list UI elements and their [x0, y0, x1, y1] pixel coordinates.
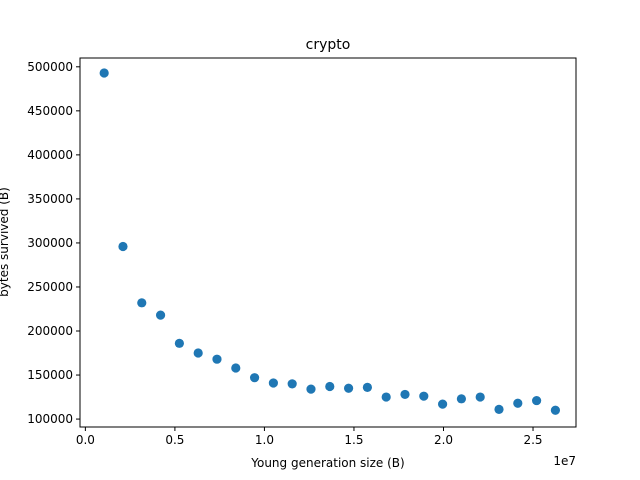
data-point [118, 241, 128, 252]
data-point [419, 391, 429, 401]
x-tick-label: 1.0 [255, 433, 274, 447]
data-point [99, 68, 109, 78]
x-offset-label: 1e7 [553, 454, 576, 468]
y-axis: 100000 150000 200000 250000 300000 350000 4000… [27, 60, 80, 426]
data-point [137, 298, 147, 308]
y-axis-label: bytes survived (B) [0, 187, 11, 297]
data-point [155, 310, 166, 320]
x-tick-label: 2.5 [523, 433, 542, 447]
y-tick-label: 150000 [27, 368, 73, 382]
x-tick-label: 1.5 [344, 433, 363, 447]
y-tick-label: 350000 [27, 192, 73, 206]
data-point [532, 395, 542, 406]
x-axis-label: Young generation size (B) [250, 456, 404, 470]
data-point [550, 405, 561, 415]
data-point [381, 392, 391, 402]
data-point [287, 379, 297, 389]
y-tick-label: 200000 [27, 324, 73, 338]
y-tick-label: 100000 [27, 412, 73, 426]
data-point [306, 384, 316, 394]
data-point [494, 404, 504, 414]
data-point [343, 383, 354, 393]
x-axis: 0.0 0.5 1.0 1.5 2.0 2.5 [76, 427, 543, 447]
data-point [231, 363, 241, 373]
data-point [513, 398, 523, 408]
x-tick-label: 2.0 [434, 433, 453, 447]
data-point [268, 378, 278, 388]
data-point [362, 382, 372, 392]
data-point [249, 373, 260, 383]
x-tick-label: 0.0 [76, 433, 95, 447]
x-tick-label: 0.5 [165, 433, 184, 447]
data-points [99, 68, 561, 415]
chart-title: crypto [306, 37, 351, 53]
data-point [193, 348, 203, 358]
y-tick-label: 250000 [27, 280, 73, 294]
data-point [325, 381, 335, 392]
data-point [212, 354, 222, 364]
y-tick-label: 400000 [27, 148, 73, 162]
data-point [174, 338, 184, 348]
plot-frame [79, 57, 577, 428]
data-point [475, 392, 485, 402]
data-point [400, 389, 410, 400]
data-point [437, 399, 448, 409]
y-tick-label: 300000 [27, 236, 73, 250]
data-point [456, 394, 467, 404]
y-tick-label: 500000 [27, 60, 73, 74]
y-tick-label: 450000 [27, 104, 73, 118]
